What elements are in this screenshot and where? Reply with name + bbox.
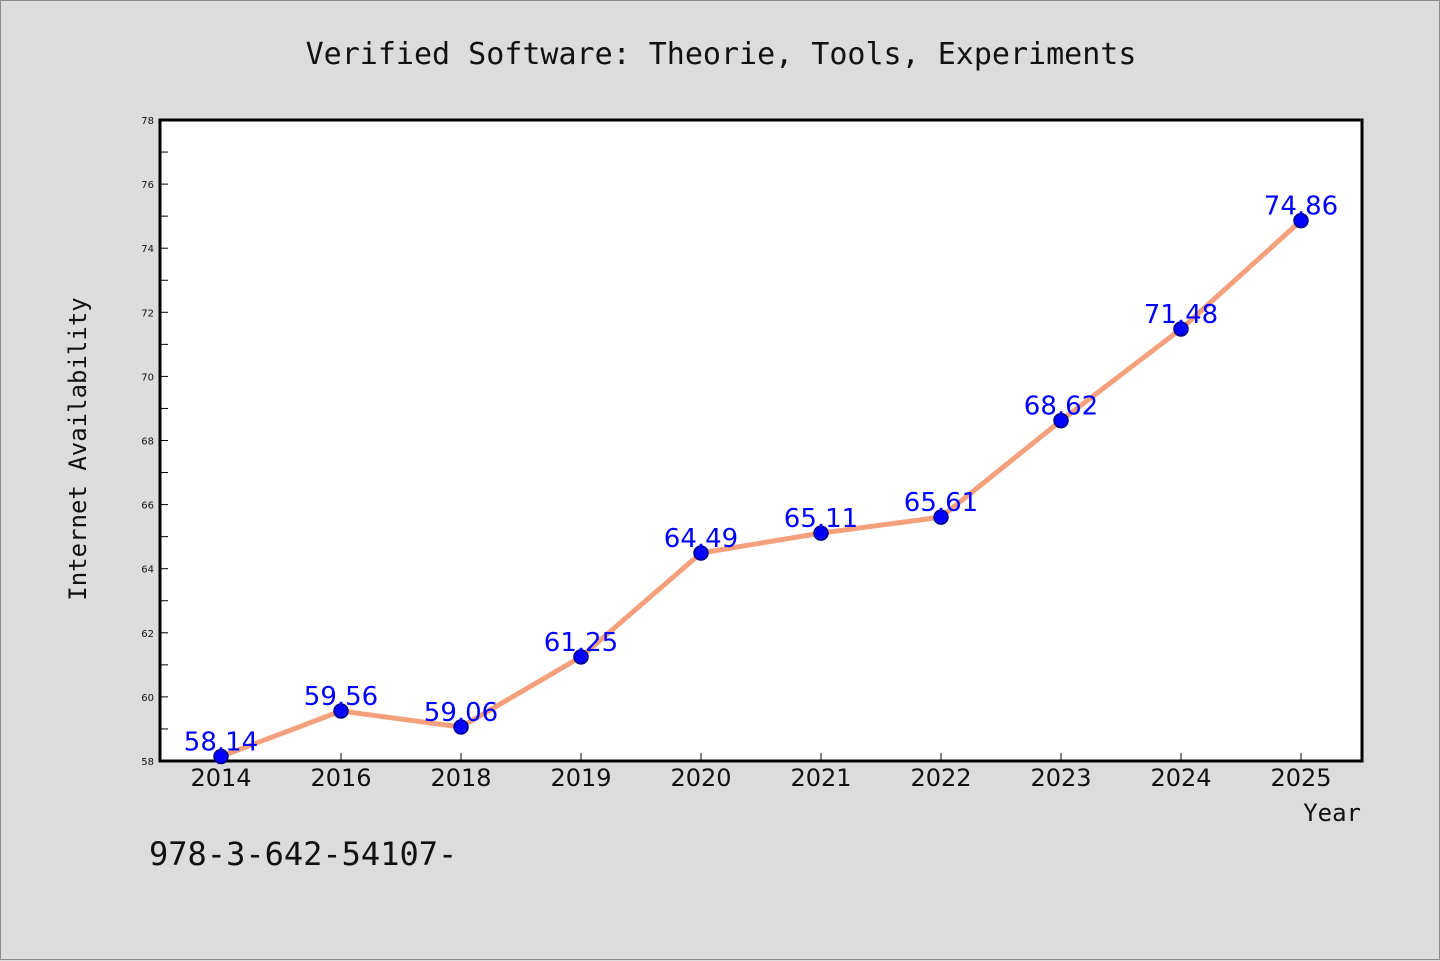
x-tick-label: 2021 [790, 764, 851, 792]
x-axis-label: Year [1303, 799, 1361, 827]
data-point [693, 545, 709, 561]
data-point [453, 719, 469, 735]
data-label: 65.11 [784, 504, 858, 534]
data-label: 59.56 [304, 682, 378, 712]
y-axis-label: Internet Availability [64, 297, 92, 600]
data-point [813, 525, 829, 541]
data-label: 68.62 [1024, 392, 1098, 422]
y-tick-label: 58 [141, 757, 154, 768]
data-label: 59.06 [424, 698, 498, 728]
data-point [333, 703, 349, 719]
series-layer: 58.14 59.56 59.06 61.25 64.49 65.11 65.61 68.62… [184, 192, 1338, 765]
data-label: 65.61 [904, 488, 978, 518]
x-axis-ticks: 2014 2016 2018 2019 2020 2021 2022 2023 2024 2025 [190, 753, 1332, 792]
data-point [573, 649, 589, 665]
y-tick-label: 68 [141, 437, 154, 448]
x-tick-label: 2018 [430, 764, 491, 792]
y-tick-label: 66 [141, 501, 154, 512]
data-point [933, 509, 949, 525]
x-tick-label: 2020 [670, 764, 731, 792]
x-tick-label: 2024 [1150, 764, 1211, 792]
x-tick-label: 2016 [310, 764, 371, 792]
x-tick-label: 2025 [1270, 764, 1331, 792]
x-tick-label: 2019 [550, 764, 611, 792]
x-tick-label: 2022 [910, 764, 971, 792]
y-tick-label: 64 [141, 565, 154, 576]
data-point [1293, 212, 1309, 229]
y-axis-ticks: 58 60 62 64 66 68 70 72 74 76 78 [141, 116, 168, 768]
y-tick-label: 72 [141, 308, 154, 319]
y-tick-label: 70 [141, 372, 154, 383]
y-tick-label: 74 [141, 244, 154, 255]
data-point [213, 748, 229, 765]
y-tick-label: 60 [141, 693, 154, 704]
chart-title: Verified Software: Theorie, Tools, Exper… [306, 37, 1137, 72]
x-tick-label: 2023 [1030, 764, 1091, 792]
series-line [218, 218, 1304, 760]
data-label: 61.25 [544, 628, 618, 658]
y-tick-label: 62 [141, 629, 154, 640]
data-label: 74.86 [1264, 192, 1338, 222]
data-point [1173, 321, 1189, 337]
plot-area [158, 118, 1364, 763]
x-tick-label: 2014 [190, 764, 251, 792]
y-tick-label: 76 [141, 180, 154, 191]
data-label: 71.48 [1144, 300, 1218, 330]
y-tick-label: 78 [141, 116, 154, 127]
data-label: 64.49 [664, 524, 738, 554]
isbn-footnote: 978-3-642-54107- [149, 835, 457, 873]
data-point [1053, 412, 1069, 429]
data-label: 58.14 [184, 728, 258, 758]
